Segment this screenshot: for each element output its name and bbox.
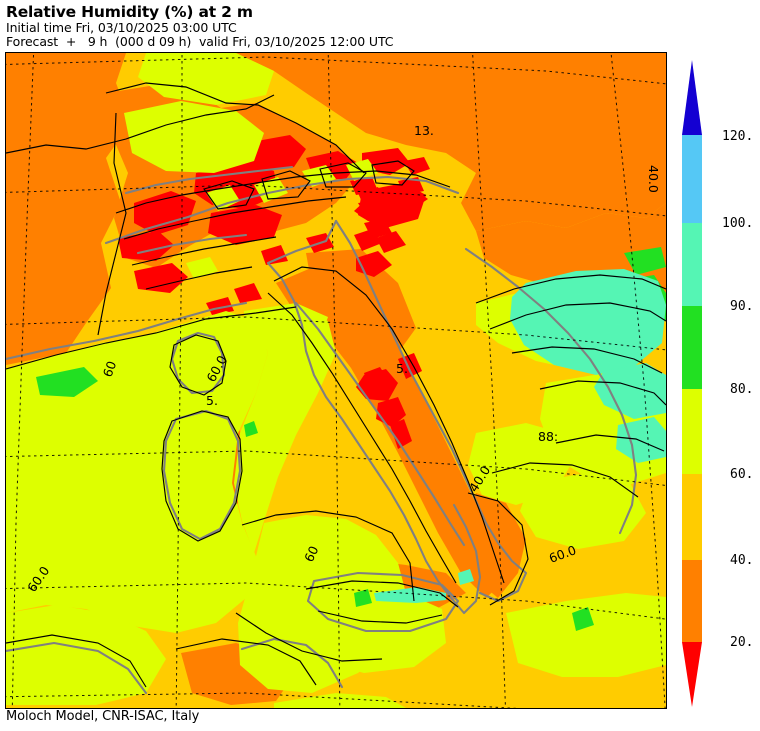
colorbar-tick-90: 90. [730, 299, 754, 314]
page-title: Relative Humidity (%) at 2 m [6, 3, 253, 21]
colorbar: 120. 100. 90. 80. 60. 40. 20. [676, 55, 760, 707]
contour-label-5: 5. [206, 393, 218, 408]
contour-label-5b: 5. [396, 361, 408, 376]
colorbar-band-80-90 [682, 306, 702, 389]
humidity-contour-map: 13. 40.0 60.0 60 88: 5. 60 60.0 40.0 60.… [6, 53, 666, 708]
colorbar-tick-60: 60. [730, 467, 754, 482]
model-credit: Moloch Model, CNR-ISAC, Italy [6, 709, 200, 724]
forecast-valid-label: Forecast + 9 h (000 d 09 h) valid Fri, 0… [6, 34, 394, 49]
humidity-map-panel[interactable]: 13. 40.0 60.0 60 88: 5. 60 60.0 40.0 60.… [5, 52, 667, 709]
contour-label-60-west2: 60 [100, 359, 120, 379]
contour-label-60-south: 60 [301, 543, 321, 564]
colorbar-tick-80: 80. [730, 382, 754, 397]
colorbar-band-100-120 [682, 135, 702, 223]
colorbar-band-90-100 [682, 223, 702, 306]
colorbar-tick-100: 100. [722, 216, 754, 231]
colorbar-tick-20: 20. [730, 635, 754, 650]
contour-label-40-0-ne: 40.0 [646, 165, 661, 193]
contour-label-13: 13. [414, 123, 434, 138]
initial-time-label: Initial time Fri, 03/10/2025 03:00 UTC [6, 20, 237, 35]
colorbar-under-arrow [682, 642, 702, 707]
header-block: Relative Humidity (%) at 2 m Initial tim… [6, 4, 606, 49]
colorbar-swatches [682, 60, 702, 707]
colorbar-over-arrow [682, 60, 702, 135]
colorbar-band-20-40 [682, 560, 702, 642]
contour-label-88: 88: [538, 429, 558, 444]
colorbar-tick-120: 120. [722, 129, 754, 144]
colorbar-band-60-80 [682, 389, 702, 474]
colorbar-tick-40: 40. [730, 553, 754, 568]
colorbar-band-40-60 [682, 474, 702, 560]
